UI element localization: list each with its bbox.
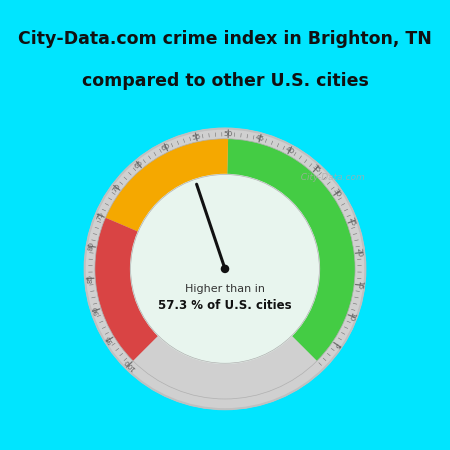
Text: 20: 20 <box>356 248 363 258</box>
Text: 95: 95 <box>104 334 114 345</box>
Text: City-Data.com: City-Data.com <box>295 172 365 181</box>
Text: 35: 35 <box>310 163 321 174</box>
Text: 75: 75 <box>96 210 105 221</box>
Text: 40: 40 <box>284 145 295 155</box>
Circle shape <box>221 266 229 272</box>
Circle shape <box>130 175 320 363</box>
Text: 57.3 % of U.S. cities: 57.3 % of U.S. cities <box>158 299 292 312</box>
Text: 85: 85 <box>87 274 94 284</box>
Text: 30: 30 <box>332 188 342 198</box>
Text: 10: 10 <box>347 311 356 321</box>
Text: 70: 70 <box>112 182 122 194</box>
Text: 25: 25 <box>347 216 356 227</box>
Text: 50: 50 <box>224 130 233 137</box>
Text: City-Data.com crime index in Brighton, TN: City-Data.com crime index in Brighton, T… <box>18 31 432 49</box>
Wedge shape <box>105 139 228 232</box>
Text: 15: 15 <box>356 280 363 290</box>
Text: 45: 45 <box>255 134 265 142</box>
Text: 5: 5 <box>333 341 341 348</box>
Text: Higher than in: Higher than in <box>185 284 265 294</box>
Circle shape <box>85 129 365 409</box>
Text: compared to other U.S. cities: compared to other U.S. cities <box>81 72 369 90</box>
Text: 65: 65 <box>134 159 144 170</box>
Wedge shape <box>95 218 158 361</box>
Wedge shape <box>227 139 355 361</box>
Text: 55: 55 <box>191 133 202 141</box>
Text: 100: 100 <box>122 357 136 372</box>
Text: 60: 60 <box>161 143 171 152</box>
Text: 90: 90 <box>92 305 100 315</box>
Text: 80: 80 <box>88 241 95 252</box>
